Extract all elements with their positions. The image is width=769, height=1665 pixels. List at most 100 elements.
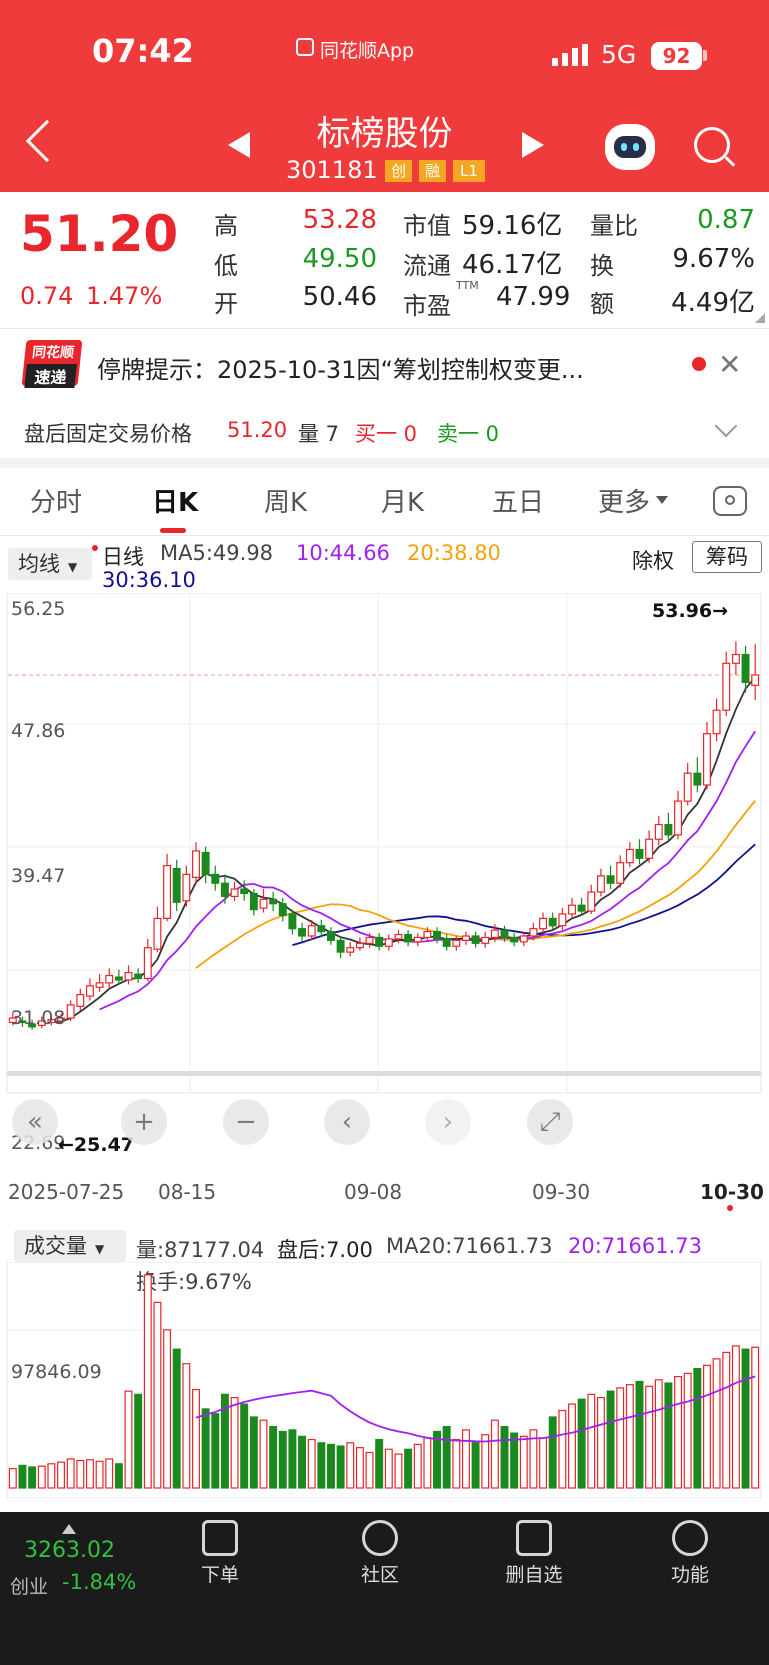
tab-intraday[interactable]: 分时 <box>30 488 83 518</box>
order-label: 下单 <box>200 1564 239 1586</box>
volume-bar <box>558 1409 567 1489</box>
volume-bar <box>490 1419 499 1489</box>
tab-more[interactable]: 更多 <box>598 488 651 518</box>
volume-bar <box>317 1442 326 1489</box>
notice-text[interactable]: 停牌提示：2025-10-31因“筹划控制权变更... <box>97 356 584 384</box>
volume-bar <box>355 1447 364 1489</box>
candle <box>529 928 538 937</box>
price-tick-0: 56.25 <box>11 598 66 620</box>
volume-bar <box>471 1440 480 1489</box>
scroll-right-button[interactable]: › <box>425 1099 471 1145</box>
volume-bar <box>8 1468 17 1489</box>
candle <box>751 674 760 686</box>
remove-watchlist-button[interactable]: 删自选 <box>484 1520 584 1587</box>
ex-rights-button[interactable]: 除权 <box>632 549 674 573</box>
functions-button[interactable]: 功能 <box>640 1520 740 1587</box>
candle <box>298 928 307 937</box>
volume-ma20-value: 20:71661.73 <box>568 1234 702 1258</box>
volume-bar <box>712 1358 721 1489</box>
candle <box>625 848 634 864</box>
amount-label: 额 <box>590 290 614 318</box>
scroll-left-fast-button[interactable]: « <box>12 1099 58 1145</box>
candle <box>587 891 596 912</box>
volume-bar <box>481 1434 490 1489</box>
volume-bar <box>95 1460 104 1489</box>
candle <box>346 947 355 953</box>
chips-button[interactable]: 筹码 <box>692 541 762 573</box>
candle <box>114 976 123 981</box>
volume-indicator-label: 成交量 <box>24 1234 87 1258</box>
fullscreen-button[interactable]: ⤢ <box>527 1099 573 1145</box>
scroll-left-button[interactable]: ‹ <box>324 1099 370 1145</box>
community-button[interactable]: 社区 <box>330 1520 430 1587</box>
candle <box>394 933 403 940</box>
index-value[interactable]: 3263.02 <box>24 1538 115 1563</box>
volume-bar <box>76 1459 85 1489</box>
candle <box>8 1017 17 1024</box>
volume-bar <box>259 1419 268 1489</box>
chevron-down-icon[interactable] <box>714 414 738 438</box>
close-icon[interactable]: ✕ <box>718 348 742 381</box>
price-change-pct: 1.47% <box>86 282 163 310</box>
volume-bar <box>336 1445 345 1489</box>
volume-ratio-label: 量比 <box>590 212 638 240</box>
mcap-value: 59.16亿 <box>462 211 563 241</box>
candle <box>442 938 451 947</box>
ma5-line <box>51 676 756 1023</box>
next-stock-icon[interactable] <box>522 132 544 158</box>
candle <box>66 1004 75 1019</box>
volume-indicator-button[interactable]: 成交量 ▼ <box>14 1230 126 1262</box>
price-tick-1: 47.86 <box>11 720 66 742</box>
expand-corner-icon[interactable] <box>755 313 765 323</box>
volume-bar <box>731 1345 740 1489</box>
robot-assistant-icon[interactable] <box>605 124 655 170</box>
tab-five-day[interactable]: 五日 <box>492 488 545 518</box>
tab-monthly-k[interactable]: 月K <box>381 488 425 518</box>
candle <box>355 942 364 949</box>
volume-bar <box>423 1437 432 1489</box>
signal-icon <box>552 44 590 66</box>
candle <box>539 917 548 930</box>
settings-hex-icon[interactable] <box>713 486 747 516</box>
candle <box>596 875 605 893</box>
candle <box>404 933 413 943</box>
open-value: 50.46 <box>302 282 377 312</box>
kline-chart[interactable] <box>0 593 769 1190</box>
volume-bar <box>211 1413 220 1489</box>
volume-bar <box>654 1379 663 1489</box>
pe-ttm-label: TTM <box>456 279 479 292</box>
ma-select-button[interactable]: 均线 ▼ <box>8 548 92 580</box>
volume-bar <box>230 1397 239 1489</box>
candle <box>163 865 172 919</box>
candle <box>674 800 683 836</box>
volume-chart[interactable] <box>0 1262 769 1498</box>
tab-more-caret <box>656 496 668 504</box>
volume-bar <box>375 1438 384 1489</box>
candle <box>548 917 557 927</box>
tab-daily-k[interactable]: 日K <box>152 488 199 518</box>
volume-bar <box>220 1393 229 1489</box>
badge-l1: L1 <box>453 160 485 182</box>
flash-news-logo: 同花顺 速递 <box>21 340 83 388</box>
volume-bar <box>452 1438 461 1489</box>
tab-weekly-k[interactable]: 周K <box>264 488 308 518</box>
prev-stock-icon[interactable] <box>228 132 250 158</box>
candle <box>143 947 152 980</box>
high-label: 高 <box>214 212 238 240</box>
volume-bar <box>182 1363 191 1489</box>
index-up-arrow-icon <box>62 1524 76 1534</box>
search-icon[interactable] <box>694 127 730 163</box>
candle <box>47 1018 56 1024</box>
date-tick-0: 2025-07-25 <box>8 1180 125 1204</box>
candle <box>452 939 461 947</box>
latest-dot <box>727 1205 733 1211</box>
volume-bar <box>85 1459 94 1489</box>
order-button[interactable]: 下单 <box>170 1520 270 1587</box>
candle <box>37 1020 46 1027</box>
volume-bar <box>269 1426 278 1489</box>
zoom-in-button[interactable]: + <box>121 1099 167 1145</box>
candle <box>105 974 114 984</box>
zoom-out-button[interactable]: − <box>223 1099 269 1145</box>
badge-chuang: 创 <box>385 160 412 182</box>
status-network: 5G <box>601 40 637 69</box>
